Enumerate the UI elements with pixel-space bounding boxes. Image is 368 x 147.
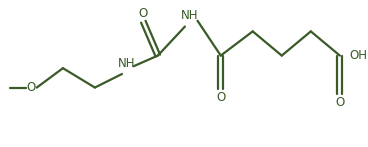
Text: O: O	[26, 81, 36, 94]
Text: O: O	[335, 96, 344, 109]
Text: O: O	[139, 7, 148, 20]
Text: O: O	[216, 91, 225, 104]
Text: NH: NH	[181, 9, 198, 22]
Text: OH: OH	[350, 49, 368, 62]
Text: NH: NH	[118, 57, 135, 70]
